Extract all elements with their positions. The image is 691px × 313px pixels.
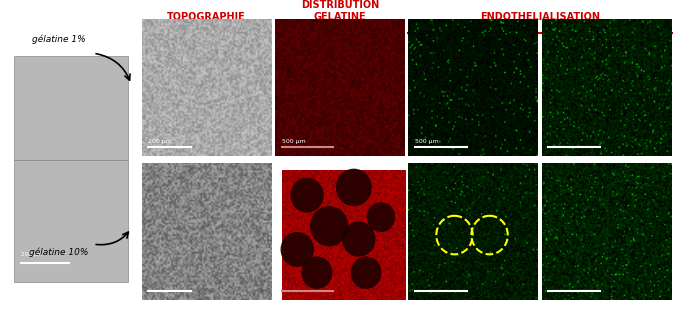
Text: J1: J1 [468,31,478,41]
Text: DISTRIBUTION
GELATINE: DISTRIBUTION GELATINE [301,0,379,22]
Text: gélatine 10%: gélatine 10% [29,247,88,257]
Text: 200 μm: 200 μm [21,252,42,257]
Text: gélatine 1%: gélatine 1% [32,34,86,44]
Circle shape [352,257,381,288]
Text: 500 μm: 500 μm [281,139,305,144]
Circle shape [311,207,348,246]
Circle shape [368,203,395,231]
Circle shape [343,222,375,256]
Text: 200 μm: 200 μm [148,139,172,144]
Text: ENDOTHELIALISATION: ENDOTHELIALISATION [480,12,600,22]
Text: TOPOGRAPHIE: TOPOGRAPHIE [167,12,246,22]
Text: J6: J6 [602,31,612,41]
Circle shape [337,169,371,206]
Circle shape [291,178,323,212]
Text: 500 μm: 500 μm [415,139,439,144]
Circle shape [281,233,313,266]
Bar [14,56,128,282]
Circle shape [302,257,332,288]
